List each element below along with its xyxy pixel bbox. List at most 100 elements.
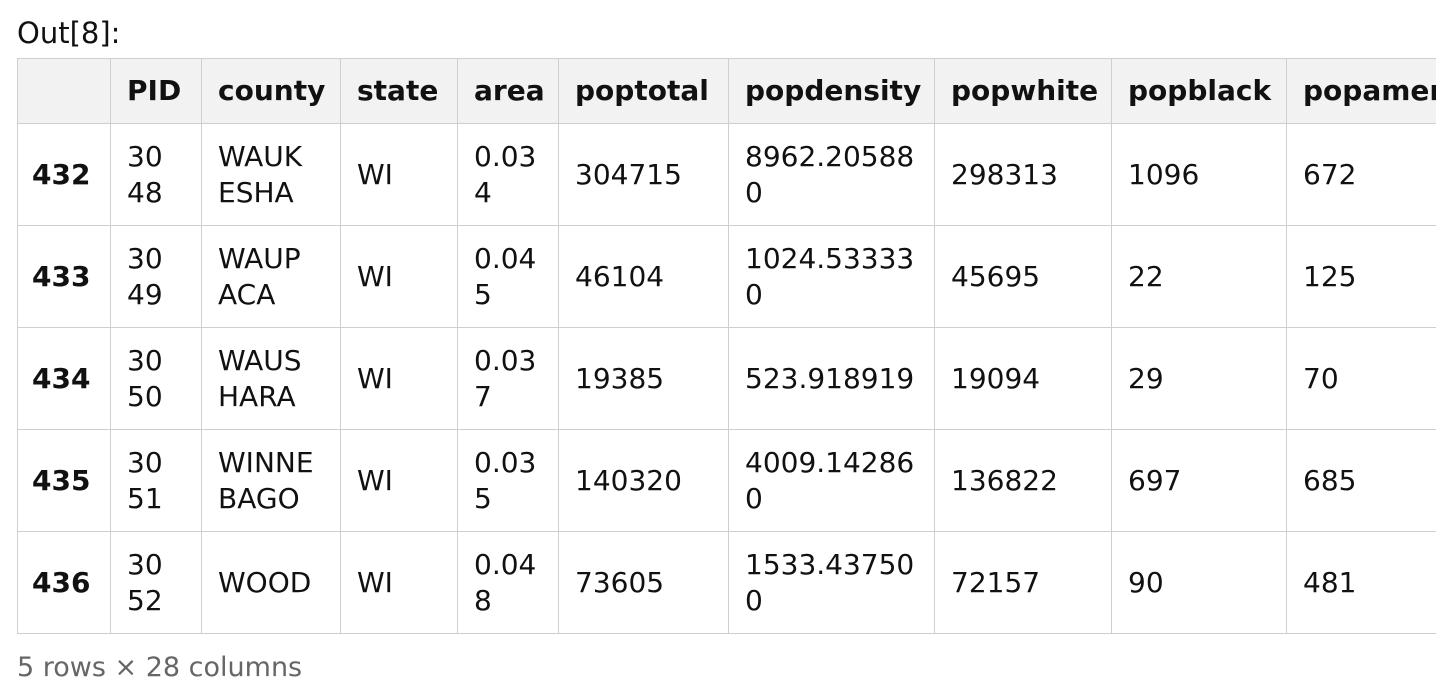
table-footer: 5 rows × 28 columns [17,652,303,683]
table-cell: 685 [1286,429,1436,532]
cell-text: 685 [1303,463,1357,497]
cell-text: 697 [1128,463,1182,497]
table-cell: 72157 [934,531,1112,634]
table-cell: 0.037 [457,327,559,430]
cell-text: 523.918919 [745,361,915,395]
table-cell: 1024.533330 [728,225,935,328]
table-cell: 3052 [110,531,202,634]
table-row: 433 3049 WAUPACA WI 0.045 46104 1024.533330 456… [17,225,1436,328]
cell-text: 0.045 [474,241,537,311]
table-cell: 0.035 [457,429,559,532]
cell-text: WI [357,259,393,293]
cell-text: 3052 [127,547,163,617]
table-cell: 4009.142860 [728,429,935,532]
table-cell: 697 [1111,429,1287,532]
table-cell: 523.918919 [728,327,935,430]
table-cell: WI [340,123,458,226]
cell-text: 19385 [575,361,665,395]
cell-text: WI [357,565,393,599]
column-header: popblack [1111,58,1287,124]
cell-text: 22 [1128,259,1164,293]
table-cell: 0.048 [457,531,559,634]
cell-text: 72157 [951,565,1041,599]
table-cell: 19094 [934,327,1112,430]
table-cell: WOOD [201,531,341,634]
row-index: 432 [17,123,111,226]
table-row: 435 3051 WINNEBAGO WI 0.035 140320 4009.142860… [17,429,1436,532]
cell-text: 90 [1128,565,1164,599]
corner-cell [17,58,111,124]
header-row: PID county state area poptotal popdensity popw… [17,58,1436,124]
output-prompt: Out[8]: [17,16,121,50]
column-header: state [340,58,458,124]
table-body: 432 3048 WAUKESHA WI 0.034 304715 8962.205880 2… [17,123,1436,634]
table-cell: 70 [1286,327,1436,430]
table-cell: WAUSHARA [201,327,341,430]
cell-text: 8962.205880 [745,139,915,209]
table-cell: WI [340,327,458,430]
table-cell: 8962.205880 [728,123,935,226]
table-cell: 0.034 [457,123,559,226]
cell-text: WI [357,361,393,395]
table-cell: WI [340,429,458,532]
cell-text: 672 [1303,157,1357,191]
cell-text: 304715 [575,157,682,191]
table-cell: 125 [1286,225,1436,328]
table-cell: 0.045 [457,225,559,328]
cell-text: 1533.437500 [745,547,915,617]
table-cell: 298313 [934,123,1112,226]
table-cell: 3049 [110,225,202,328]
cell-text: 298313 [951,157,1058,191]
cell-text: 481 [1303,565,1357,599]
table-cell: WAUPACA [201,225,341,328]
cell-text: WAUPACA [218,241,301,311]
table-cell: 136822 [934,429,1112,532]
cell-text: 73605 [575,565,665,599]
table-cell: 29 [1111,327,1287,430]
table-cell: 90 [1111,531,1287,634]
table-cell: WI [340,225,458,328]
table-row: 436 3052 WOOD WI 0.048 73605 1533.437500 72157 9… [17,531,1436,634]
cell-text: WAUKESHA [218,139,303,209]
cell-text: 3049 [127,241,163,311]
cell-text: 0.034 [474,139,537,209]
table-cell: 45695 [934,225,1112,328]
table-cell: 22 [1111,225,1287,328]
table-cell: 3050 [110,327,202,430]
cell-text: WOOD [218,565,312,599]
column-header: popamer [1286,58,1436,124]
row-index: 435 [17,429,111,532]
cell-text: 3051 [127,445,163,515]
column-header: poptotal [558,58,729,124]
table-cell: 304715 [558,123,729,226]
table-cell: 19385 [558,327,729,430]
cell-text: 3050 [127,343,163,413]
table-wrap: PID county state area poptotal popdensity popw… [17,58,1436,634]
cell-text: 19094 [951,361,1041,395]
table-cell: WAUKESHA [201,123,341,226]
column-header: PID [110,58,202,124]
cell-text: 1024.533330 [745,241,915,311]
cell-text: WI [357,157,393,191]
table-cell: 140320 [558,429,729,532]
table-cell: 672 [1286,123,1436,226]
cell-text: 4009.142860 [745,445,915,515]
table-cell: 3051 [110,429,202,532]
table-cell: WI [340,531,458,634]
cell-text: WI [357,463,393,497]
table-cell: 46104 [558,225,729,328]
table-row: 432 3048 WAUKESHA WI 0.034 304715 8962.205880 2… [17,123,1436,226]
cell-text: WINNEBAGO [218,445,314,515]
table-cell: 481 [1286,531,1436,634]
cell-text: 45695 [951,259,1041,293]
table-cell: 73605 [558,531,729,634]
cell-text: 125 [1303,259,1357,293]
cell-text: 140320 [575,463,682,497]
column-header: county [201,58,341,124]
cell-text: 70 [1303,361,1339,395]
cell-text: 3048 [127,139,163,209]
cell-text: 0.048 [474,547,537,617]
cell-text: 1096 [1128,157,1200,191]
table-cell: 1096 [1111,123,1287,226]
